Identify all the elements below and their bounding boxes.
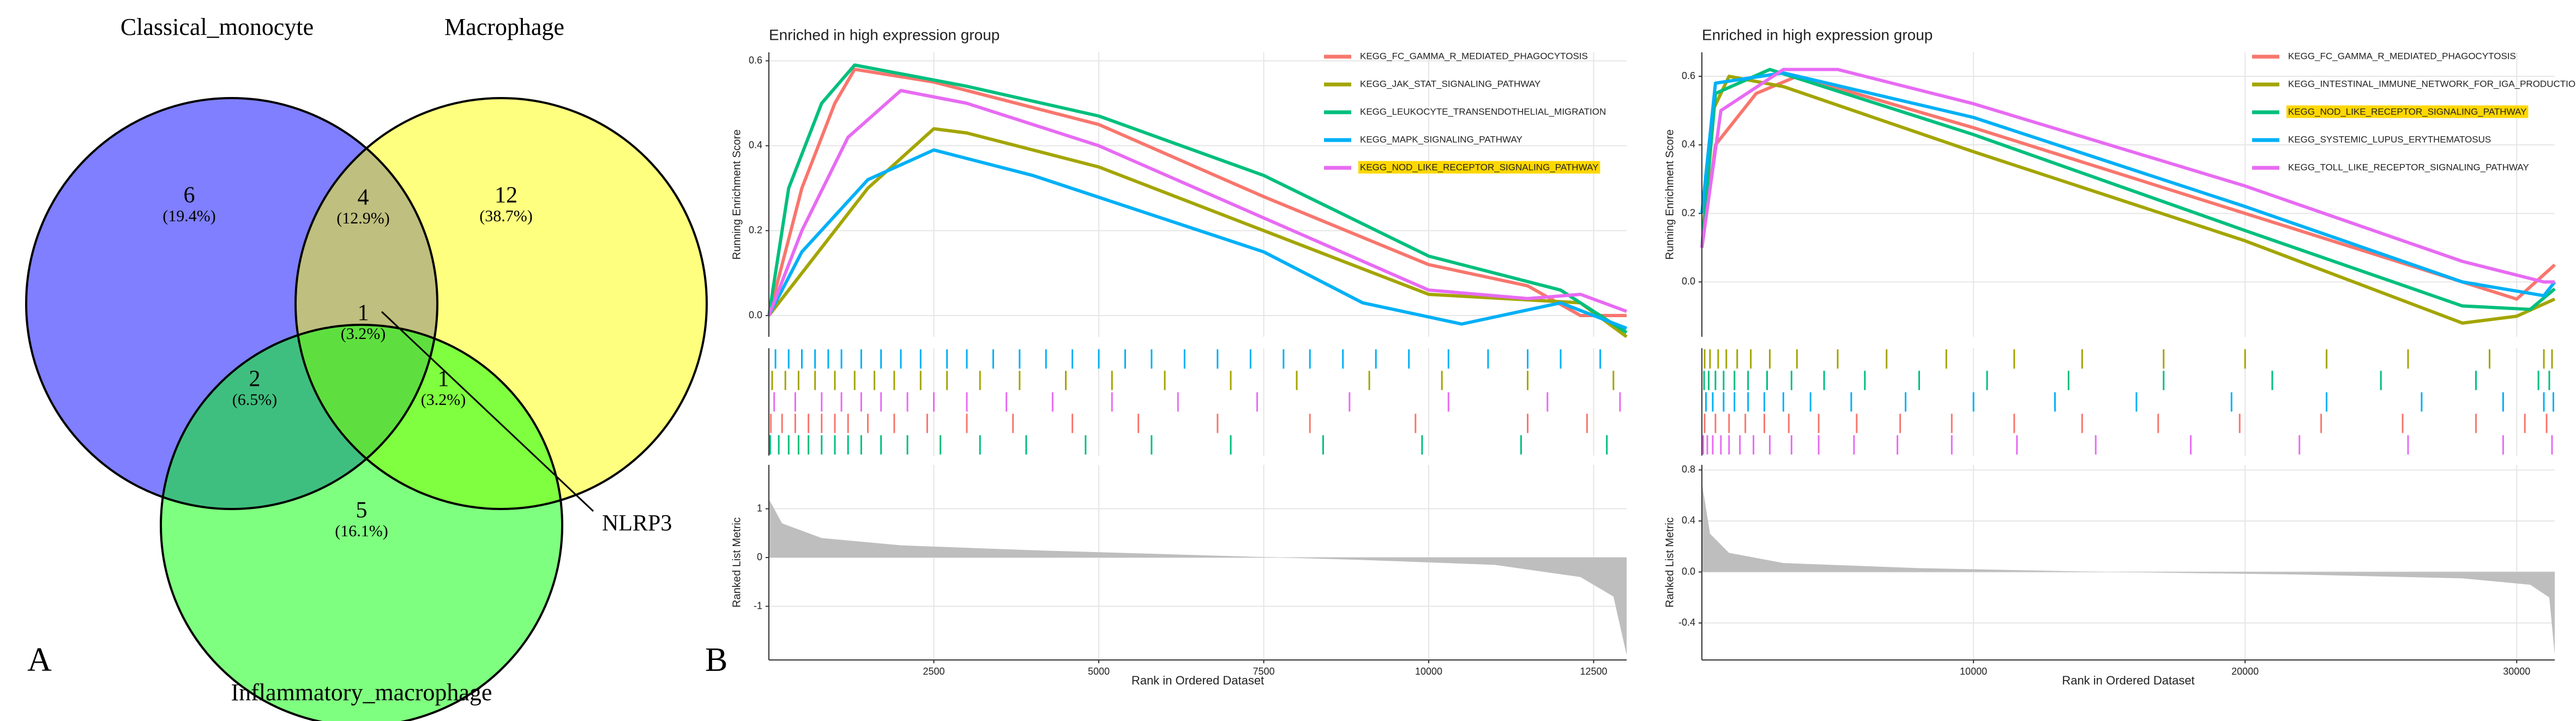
- region-share: (12.9%): [336, 209, 389, 227]
- region-share: (3.2%): [341, 325, 386, 343]
- x-tick-label: 10000: [1960, 666, 1987, 677]
- legend-label: KEGG_TOLL_LIKE_RECEPTOR_SIGNALING_PATHWA…: [2288, 162, 2529, 172]
- venn-circle-outline: [160, 324, 563, 721]
- x-tick-label: 5000: [1088, 666, 1110, 677]
- es-line: [1700, 68, 2556, 311]
- x-tick-label: 10000: [1415, 666, 1442, 677]
- y-axis-label: Running Enrichment Score: [731, 129, 743, 259]
- metric-area: [1702, 482, 2555, 655]
- metric-tick-label: 0: [757, 552, 762, 562]
- metric-tick-label: -0.4: [1678, 617, 1695, 628]
- x-tick-label: 7500: [1253, 666, 1274, 677]
- annotation: NLRP3: [602, 511, 672, 536]
- y-tick-label: 0.2: [749, 225, 762, 235]
- x-tick-label: 20000: [2231, 666, 2259, 677]
- region-share: (6.5%): [232, 391, 277, 409]
- region-share: (19.4%): [162, 207, 215, 225]
- es-line: [767, 63, 1628, 334]
- es-line: [1700, 68, 2555, 284]
- region-count: 12: [495, 183, 517, 208]
- legend-label: KEGG_INTESTINAL_IMMUNE_NETWORK_FOR_IGA_P…: [2288, 78, 2576, 89]
- region-count: 5: [356, 498, 368, 523]
- legend-label: KEGG_SYSTEMIC_LUPUS_ERYTHEMATOSUS: [2288, 134, 2491, 144]
- es-line: [1700, 71, 2556, 298]
- chart-title: Enriched in high expression group: [769, 26, 1000, 43]
- region-count: 4: [358, 185, 369, 210]
- annotation-line: [381, 311, 594, 512]
- legend-highlight: [2286, 105, 2529, 118]
- legend-label: KEGG_NOD_LIKE_RECEPTOR_SIGNALING_PATHWAY: [2288, 106, 2526, 117]
- es-line: [767, 127, 1628, 338]
- chart-title: Enriched in high expression group: [1702, 26, 1933, 43]
- gsea-panel: Enriched in high expression group 0.0 0.2 0…: [705, 26, 1628, 687]
- y-tick-label: 0.6: [1682, 70, 1695, 81]
- metric-tick-label: 1: [757, 502, 762, 513]
- legend-label: KEGG_FC_GAMMA_R_MEDIATED_PHAGOCYTOSIS: [2288, 51, 2516, 61]
- region-share: (16.1%): [335, 522, 388, 540]
- region-share: (38.7%): [479, 207, 532, 225]
- metric-tick-label: 0.0: [1682, 566, 1695, 577]
- venn-circle-outline: [294, 97, 708, 510]
- legend-label: KEGG_FC_GAMMA_R_MEDIATED_PHAGOCYTOSIS: [1360, 51, 1588, 61]
- set-label: Classical_monocyte: [121, 14, 314, 40]
- metric-tick-label: 0.8: [1682, 464, 1695, 475]
- legend-highlight: [1358, 161, 1600, 174]
- metric-axis-label: Ranked List Metric: [1664, 517, 1676, 608]
- set-label: Macrophage: [444, 14, 564, 40]
- region-count: 2: [249, 367, 261, 392]
- x-axis-label: Rank in Ordered Dataset: [2062, 674, 2194, 687]
- x-tick-label: 2500: [923, 666, 944, 677]
- region-count: 1: [358, 301, 369, 326]
- metric-tick-label: -1: [754, 600, 762, 611]
- legend-label: KEGG_MAPK_SIGNALING_PATHWAY: [1360, 134, 1522, 144]
- region-share: (3.2%): [421, 391, 466, 409]
- x-tick-label: 30000: [2503, 666, 2530, 677]
- y-tick-label: 0.6: [749, 54, 762, 65]
- metric-tick-label: 0.4: [1682, 515, 1695, 526]
- x-tick-label: 12500: [1580, 666, 1607, 677]
- metric-area: [769, 499, 1627, 656]
- venn-circle: [161, 325, 562, 721]
- y-axis-label: Running Enrichment Score: [1664, 129, 1676, 259]
- region-count: 6: [184, 183, 195, 208]
- y-tick-label: 0.0: [749, 310, 762, 320]
- metric-axis-label: Ranked List Metric: [731, 517, 743, 608]
- panel-label: A: [27, 641, 52, 678]
- gsea-panel: Enriched in high expression group 0.0 0.2 0…: [1664, 26, 2576, 687]
- x-axis-label: Rank in Ordered Dataset: [1131, 674, 1264, 687]
- set-label: Inflammatory_macrophage: [231, 679, 492, 706]
- es-line: [1700, 75, 2556, 301]
- panel-label: B: [705, 641, 727, 678]
- es-line: [1700, 75, 2556, 325]
- legend-label: KEGG_JAK_STAT_SIGNALING_PATHWAY: [1360, 78, 1540, 89]
- y-tick-label: 0.4: [1682, 139, 1695, 150]
- y-tick-label: 0.2: [1682, 207, 1695, 218]
- legend-label: KEGG_LEUKOCYTE_TRANSENDOTHELIAL_MIGRATIO…: [1360, 106, 1606, 117]
- y-tick-label: 0.4: [749, 140, 762, 150]
- es-line: [767, 148, 1628, 330]
- y-tick-label: 0.0: [1682, 276, 1695, 287]
- venn-circle-outline: [25, 97, 438, 510]
- es-line: [767, 89, 1628, 317]
- legend-label: KEGG_NOD_LIKE_RECEPTOR_SIGNALING_PATHWAY: [1360, 162, 1598, 172]
